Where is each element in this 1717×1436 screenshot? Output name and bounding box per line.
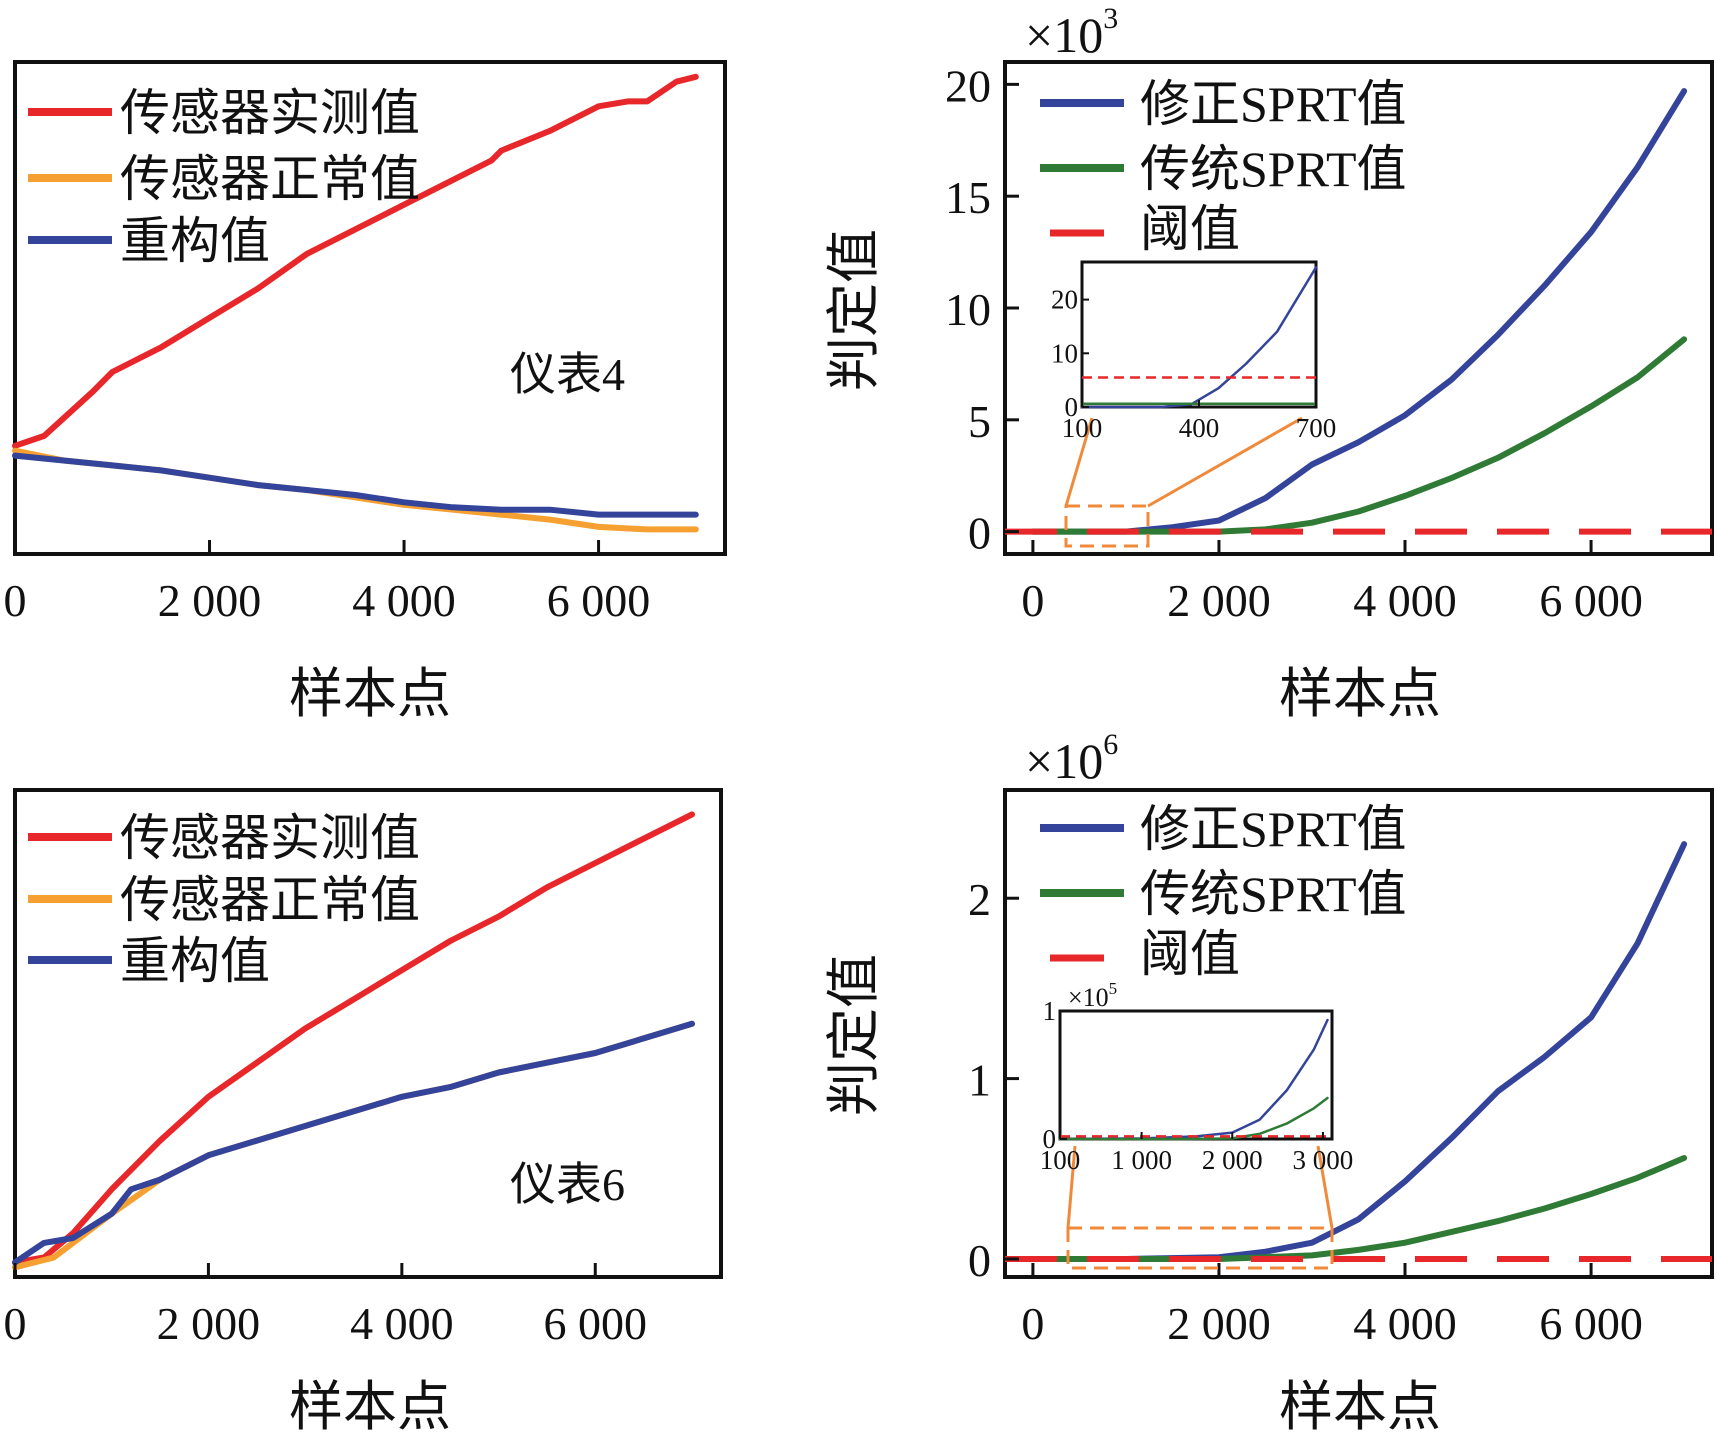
y-tick-label: 10: [945, 284, 991, 335]
inset-meter6: 100 1 000 2 000 3 000 0 1 ×105: [1040, 979, 1354, 1175]
plot-frame: [13, 60, 727, 556]
legend-label-modified-sprt: 修正SPRT值: [1140, 801, 1407, 857]
panel-meter4-sprt: 0 2 000 4 000 6 000 0 5 10 15 20 ×103 修正SPRT值 传统…: [824, 2, 1714, 724]
scale-multiplier: ×103: [1025, 2, 1118, 63]
legend-label-traditional-sprt: 传统SPRT值: [1140, 866, 1407, 922]
x-tick-label: 700: [1296, 413, 1337, 443]
y-tick-label: 20: [945, 60, 991, 111]
x-tick-label: 2 000: [1167, 1298, 1271, 1349]
plot-frame: [13, 788, 723, 1279]
y-tick-label: 1: [968, 1055, 991, 1106]
y-tick-label: 1: [1043, 996, 1057, 1026]
inset-frame: [1080, 260, 1318, 409]
x-tick-label: 4 000: [350, 1298, 454, 1349]
y-tick-label: 2: [968, 874, 991, 925]
x-axis-label: 样本点: [1279, 1377, 1441, 1436]
series-layer: [12, 811, 695, 1271]
inset-series-line-1: [1058, 1096, 1329, 1141]
inset-axes: 100 1 000 2 000 3 000 0 1: [1040, 996, 1354, 1175]
x-tick-label: 2 000: [157, 1298, 261, 1349]
legend-label-normal: 传感器正常值: [120, 872, 420, 928]
series-layer: [1005, 88, 1712, 535]
x-tick-label: 100: [1062, 413, 1103, 443]
meter-annotation: 仪表4: [510, 349, 625, 400]
plot-frame: [1003, 788, 1714, 1279]
y-axis-label: 判定值: [824, 229, 884, 391]
zoom-indicator: [1064, 416, 1303, 548]
x-axis-label: 样本点: [289, 664, 451, 724]
x-tick-label: 2 000: [1167, 575, 1271, 626]
x-tick-label: 1 000: [1111, 1145, 1172, 1175]
x-tick-label: 6 000: [1539, 575, 1643, 626]
panel-meter6-signals: 0 2 000 4 000 6 000 传感器实测值 传感器正常值 重构值 仪表6 样…: [4, 788, 723, 1436]
meter-annotation: 仪表6: [510, 1159, 625, 1210]
x-axis-label: 样本点: [1279, 664, 1441, 724]
series-layer: [12, 73, 699, 533]
inset-frame: [1058, 1009, 1334, 1141]
x-axis: 0 2 000 4 000 6 000: [4, 1263, 648, 1349]
series-layer: [1005, 841, 1712, 1262]
x-tick-label: 2 000: [1202, 1145, 1263, 1175]
y-tick-label: 20: [1051, 285, 1078, 315]
series-line-2: [12, 1020, 695, 1266]
inset-series-line-0: [1080, 266, 1318, 409]
x-tick-label: 0: [4, 1298, 27, 1349]
panel-meter4-signals: 0 2 000 4 000 6 000 传感器实测值 传感器正常值 重构值 仪表4 样…: [4, 60, 727, 724]
x-tick-label: 0: [1021, 575, 1044, 626]
y-tick-label: 15: [945, 172, 991, 223]
inset-meter4: 100 400 700 0 10 20: [1051, 260, 1336, 443]
zoom-indicator: [1066, 1145, 1334, 1270]
panel-meter6-sprt: 0 2 000 4 000 6 000 0 1 2 ×106 修正SPRT值 传统SPRT值…: [824, 728, 1714, 1436]
y-tick-label: 0: [1043, 1124, 1057, 1154]
x-axis: 0 2 000 4 000 6 000: [4, 540, 651, 626]
inset-series-layer: [1058, 1018, 1332, 1141]
legend-label-threshold: 阈值: [1140, 201, 1240, 257]
x-tick-label: 6 000: [547, 575, 651, 626]
legend-label-traditional-sprt: 传统SPRT值: [1140, 141, 1407, 197]
axes: 0 2 000 4 000 6 000 0 5 10 15 20: [945, 60, 1643, 626]
inset-axes: 100 400 700 0 10 20: [1051, 285, 1336, 443]
legend-label-measured: 传感器实测值: [120, 85, 420, 141]
series-line-1: [12, 1020, 695, 1271]
series-line-0: [12, 811, 695, 1266]
x-tick-label: 6 000: [1539, 1298, 1643, 1349]
legend-label-reconstructed: 重构值: [120, 213, 270, 269]
series-line-1: [12, 447, 699, 533]
x-tick-label: 400: [1179, 413, 1220, 443]
legend-label-normal: 传感器正常值: [120, 151, 420, 207]
x-tick-label: 0: [4, 575, 27, 626]
legend-label-threshold: 阈值: [1140, 926, 1240, 982]
x-tick-label: 4 000: [1353, 1298, 1457, 1349]
y-tick-label: 0: [1065, 392, 1079, 422]
x-axis-label: 样本点: [289, 1377, 451, 1436]
y-tick-label: 10: [1051, 338, 1078, 368]
x-tick-label: 4 000: [1353, 575, 1457, 626]
scale-multiplier: ×106: [1025, 728, 1118, 789]
y-tick-label: 5: [968, 396, 991, 447]
x-tick-label: 100: [1040, 1145, 1081, 1175]
x-tick-label: 6 000: [544, 1298, 648, 1349]
y-tick-label: 0: [968, 508, 991, 559]
y-tick-label: 0: [968, 1235, 991, 1286]
y-axis-label: 判定值: [824, 954, 884, 1116]
series-line-0: [12, 73, 699, 449]
x-tick-label: 4 000: [352, 575, 456, 626]
x-tick-label: 2 000: [158, 575, 262, 626]
series-line-2: [12, 452, 699, 518]
legend-label-modified-sprt: 修正SPRT值: [1140, 76, 1407, 132]
x-tick-label: 0: [1021, 1298, 1044, 1349]
legend-label-reconstructed: 重构值: [120, 933, 270, 989]
x-tick-label: 3 000: [1293, 1145, 1354, 1175]
axes: 0 2 000 4 000 6 000 0 1 2: [968, 874, 1643, 1349]
inset-scale-multiplier: ×105: [1068, 979, 1117, 1012]
legend-label-measured: 传感器实测值: [120, 810, 420, 866]
